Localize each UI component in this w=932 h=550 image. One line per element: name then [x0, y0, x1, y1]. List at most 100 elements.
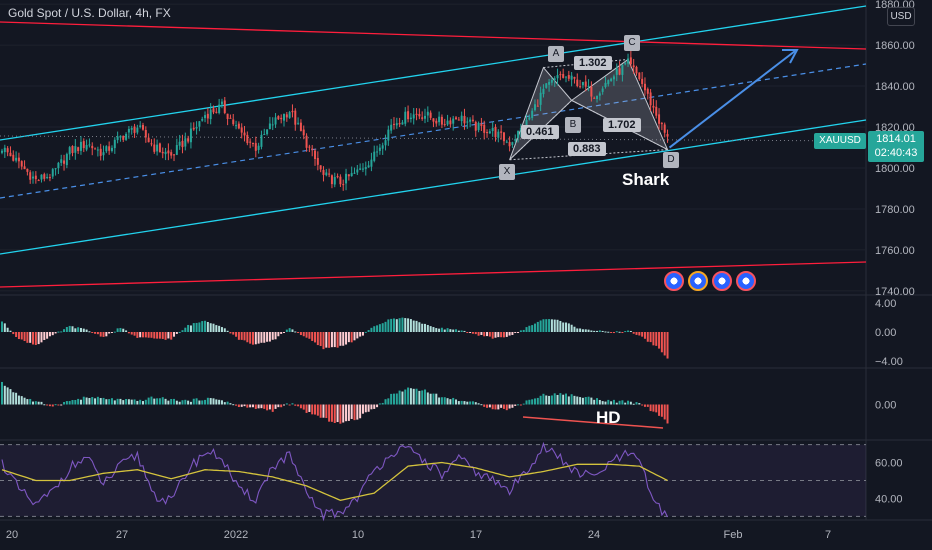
histogram-bar	[63, 329, 66, 332]
histogram-bar	[395, 319, 398, 332]
histogram-bar	[122, 400, 125, 405]
candle	[378, 147, 381, 151]
histogram-bar	[285, 403, 288, 405]
histogram-bar	[471, 401, 474, 405]
candle	[133, 126, 136, 133]
histogram-bar	[491, 332, 494, 339]
candle	[280, 117, 283, 120]
histogram-bar	[127, 399, 130, 405]
histogram-bar	[342, 404, 345, 423]
histogram-bar	[198, 322, 201, 332]
histogram-bar	[502, 404, 505, 409]
histogram-bar	[299, 404, 302, 409]
candle	[666, 134, 669, 137]
histogram-bar	[88, 397, 91, 405]
candle	[598, 93, 601, 96]
histogram-bar	[274, 404, 277, 409]
candle	[469, 119, 472, 122]
histogram-bar	[283, 404, 285, 406]
candle	[418, 114, 421, 117]
histogram-bar	[525, 327, 528, 332]
candle	[412, 114, 415, 119]
histogram-bar	[91, 332, 94, 333]
histogram-bar	[353, 404, 356, 421]
histogram-bar	[401, 391, 404, 405]
histogram-bar	[376, 404, 379, 408]
candle	[150, 143, 153, 145]
us-flag-icon[interactable]	[664, 271, 684, 291]
candle	[455, 117, 458, 120]
candle	[471, 119, 474, 121]
candle	[424, 115, 426, 119]
us-flag-icon[interactable]	[736, 271, 756, 291]
candle	[68, 147, 71, 155]
candle	[353, 172, 356, 174]
histogram-bar	[429, 326, 432, 332]
candle	[480, 123, 483, 126]
histogram-bar	[652, 404, 655, 412]
candle	[615, 68, 618, 75]
candle	[517, 130, 520, 138]
histogram-bar	[142, 401, 144, 405]
histogram-bar	[508, 404, 511, 409]
projection-arrow-line	[668, 50, 796, 149]
histogram-bar	[333, 404, 336, 423]
candle	[99, 148, 102, 156]
histogram-bar	[57, 331, 60, 333]
histogram-bar	[511, 332, 514, 335]
histogram-bar	[187, 324, 190, 332]
histogram-bar	[308, 332, 311, 339]
histogram-bar	[178, 401, 181, 405]
histogram-bar	[658, 404, 661, 416]
histogram-bar	[336, 332, 339, 348]
histogram-bar	[206, 321, 209, 332]
candle	[271, 124, 274, 126]
us-flag-icon[interactable]	[688, 271, 708, 291]
histogram-bar	[641, 404, 644, 406]
histogram-bar	[364, 404, 367, 413]
histogram-bar	[559, 320, 562, 332]
histogram-bar	[184, 327, 187, 332]
histogram-bar	[432, 327, 435, 332]
histogram-bar	[522, 403, 525, 405]
histogram-bar	[435, 393, 438, 405]
histogram-bar	[596, 330, 599, 332]
histogram-bar	[525, 400, 528, 405]
histogram-bar	[452, 329, 455, 332]
histogram-bar	[457, 401, 460, 405]
candle	[85, 145, 88, 150]
histogram-bar	[356, 404, 359, 420]
histogram-bar	[508, 332, 511, 336]
candle	[641, 78, 644, 84]
candle	[646, 88, 649, 94]
histogram-bar	[627, 330, 630, 332]
histogram-bar	[74, 399, 77, 405]
candle	[20, 161, 23, 167]
histogram-bar	[271, 332, 274, 340]
us-flag-icon[interactable]	[712, 271, 732, 291]
histogram-bar	[652, 332, 655, 346]
currency-button[interactable]: USD	[887, 7, 915, 26]
histogram-bar	[271, 404, 274, 412]
last-price-line	[0, 135, 867, 142]
y-tick-label: 0.00	[875, 327, 896, 339]
histogram-bar	[384, 399, 387, 405]
histogram-bar	[91, 397, 94, 405]
candle	[9, 152, 12, 157]
histogram-bar	[404, 318, 407, 332]
histogram-bar	[20, 396, 23, 405]
histogram-bar	[243, 332, 246, 341]
histogram-bar	[308, 404, 311, 412]
candle	[246, 134, 249, 144]
histogram-bar	[291, 329, 294, 332]
histogram-bar	[263, 404, 266, 409]
histogram-bar	[204, 320, 207, 332]
histogram-bar	[54, 404, 57, 406]
candle	[144, 129, 147, 138]
histogram-bar	[491, 404, 494, 410]
candle	[624, 63, 627, 65]
economic-events[interactable]	[664, 271, 756, 291]
candle	[209, 109, 212, 120]
trend-resistance-line	[0, 21, 867, 50]
